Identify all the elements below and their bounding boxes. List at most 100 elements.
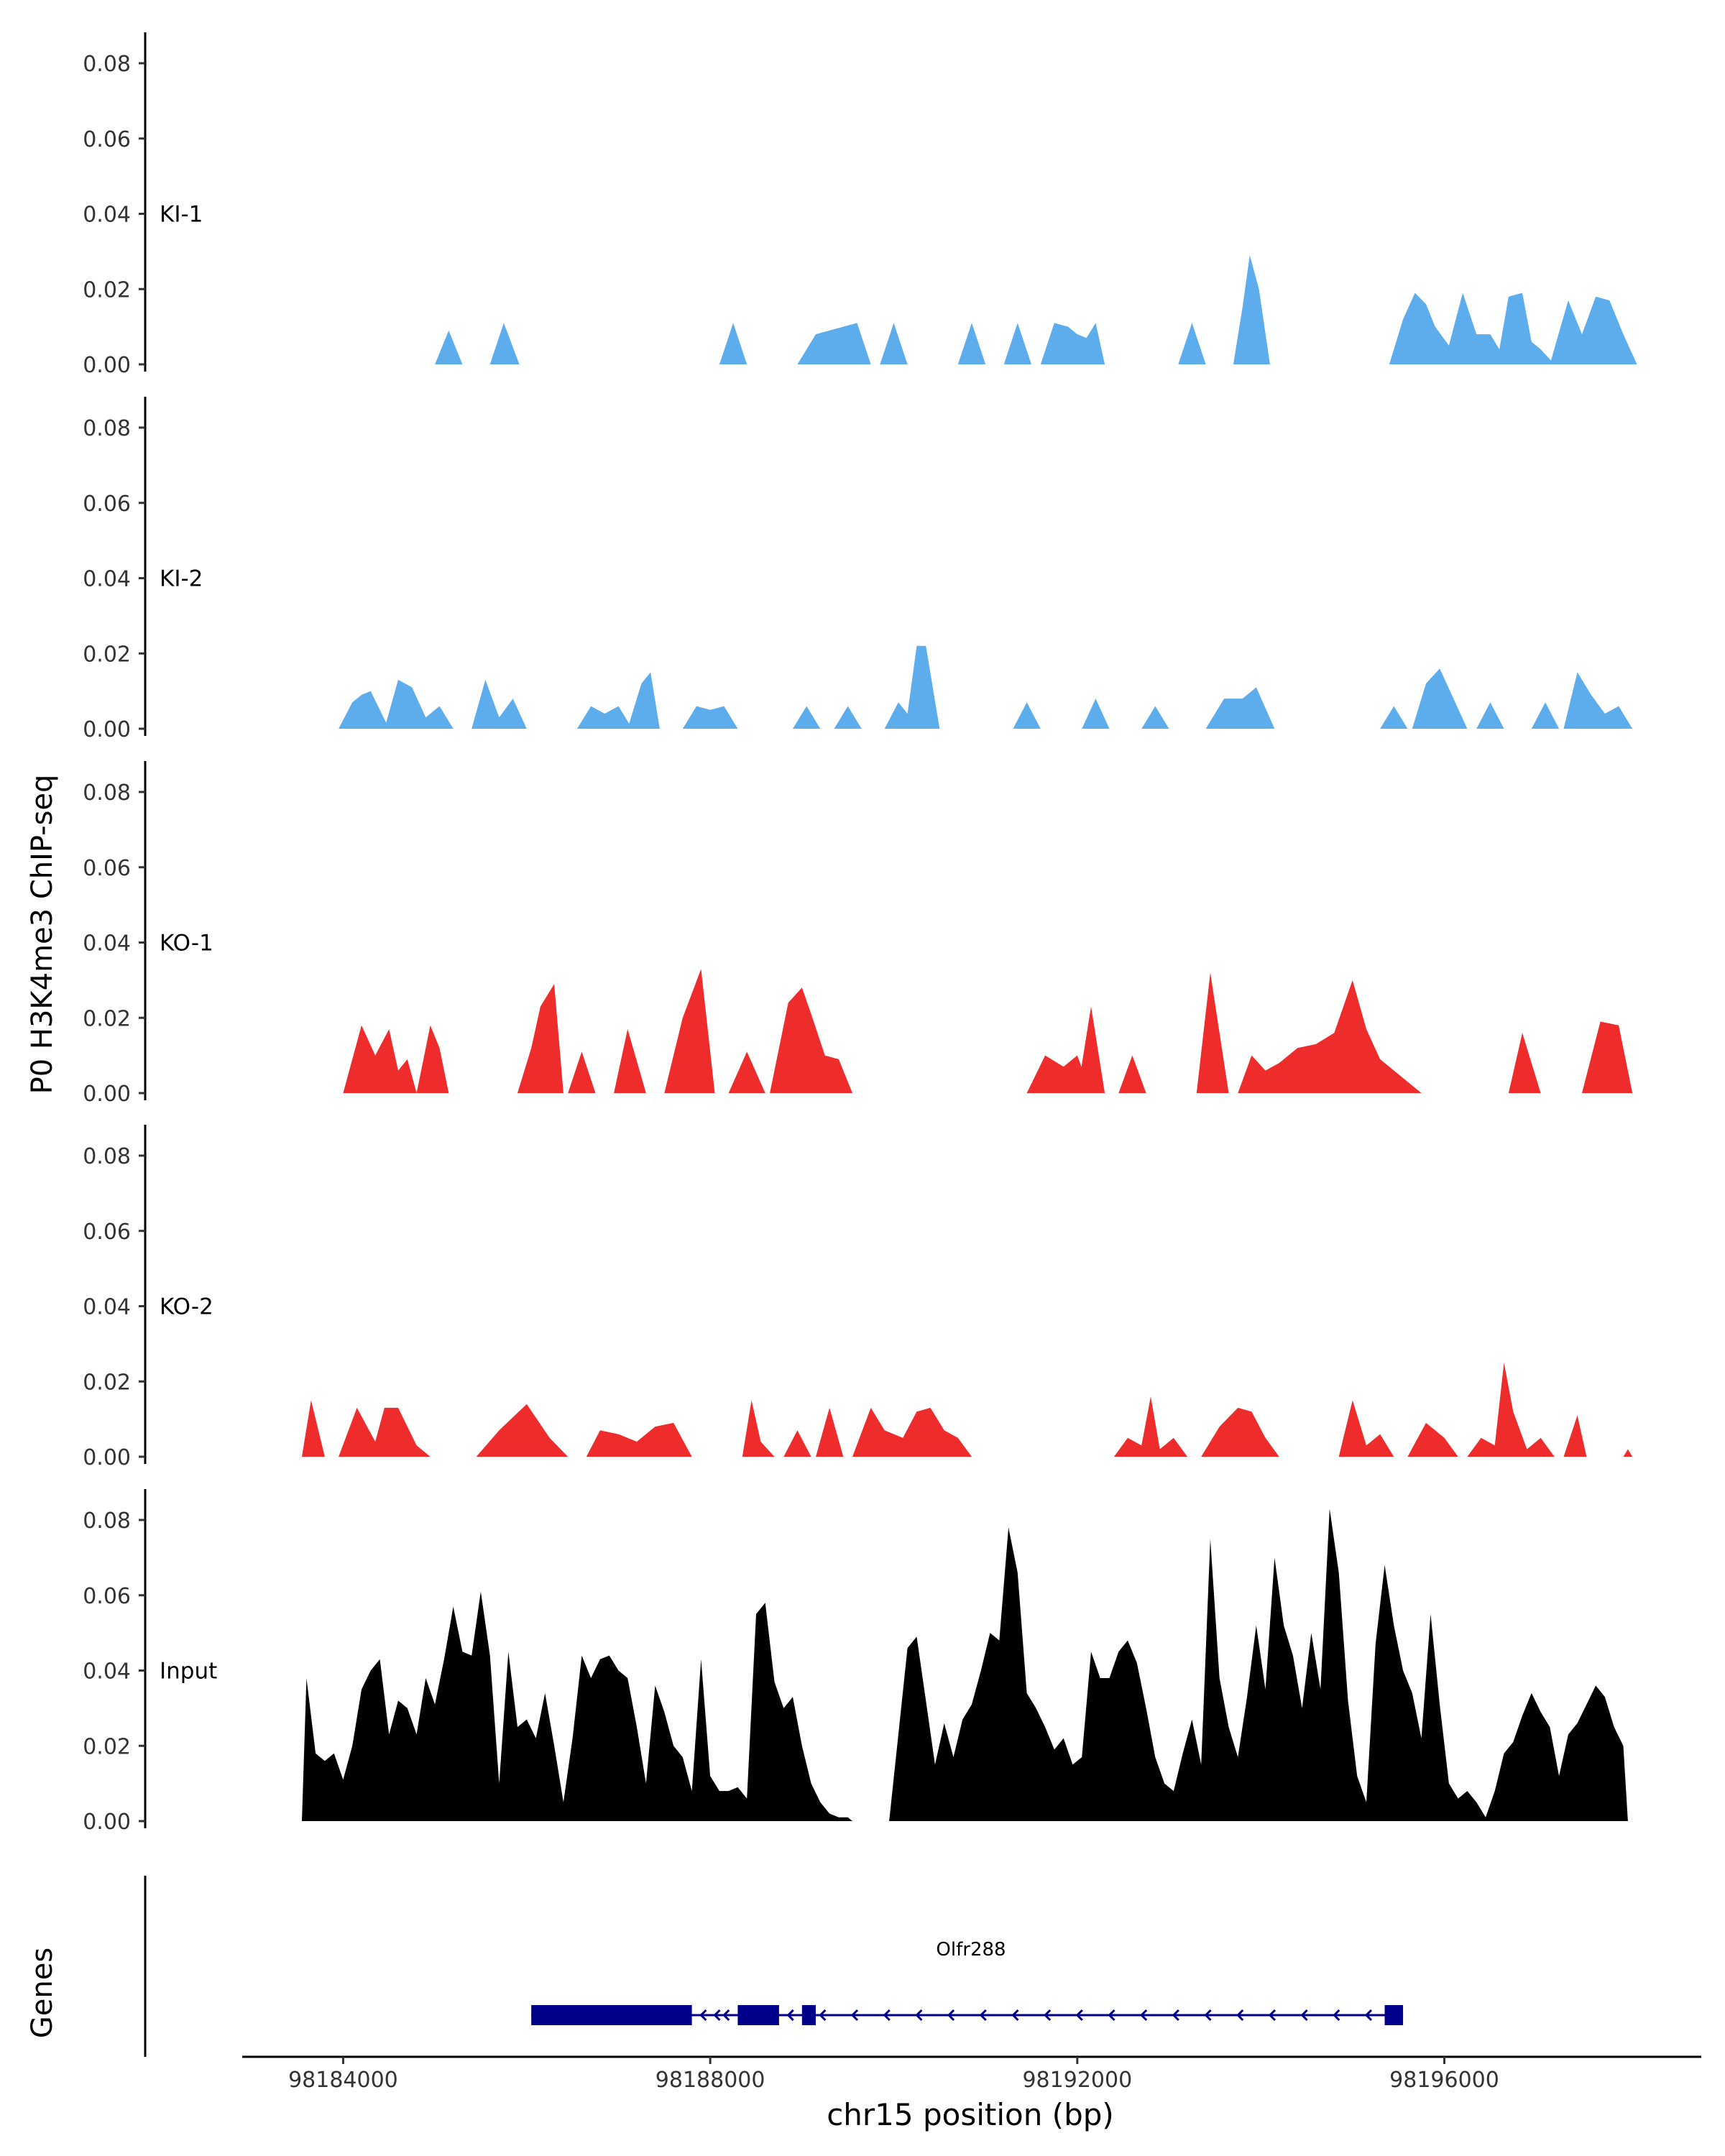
gene-exon (737, 2005, 779, 2025)
strand-arrow (1300, 2009, 1308, 2022)
signal-peak (1338, 1400, 1394, 1457)
signal-peak (1623, 1449, 1633, 1457)
y-tick-label: 0.04 (83, 203, 131, 228)
y-tick-label: 0.02 (83, 277, 131, 303)
signal-peak (1082, 699, 1110, 729)
signal-peak (770, 987, 852, 1093)
signal-peak (472, 679, 527, 729)
signal-peak (884, 645, 940, 729)
y-tick-label: 0.02 (83, 1370, 131, 1395)
signal-peak (1531, 702, 1560, 729)
genes-axis-title: Genes (26, 1948, 59, 2038)
signal-peak (489, 323, 520, 364)
strand-arrow (1333, 2009, 1340, 2022)
x-tick-label: 98196000 (1389, 2068, 1499, 2093)
signal-peak (1380, 706, 1408, 729)
signal-peak (1141, 706, 1169, 729)
gene-model (144, 1876, 1404, 2057)
signal-peak (384, 679, 454, 729)
signal-peak (416, 1025, 449, 1093)
track-ki-2: 0.00 0.02 0.04 0.06 0.08 KI-2 (83, 397, 1633, 742)
y-tick-label: 0.04 (83, 1659, 131, 1685)
y-tick-label: 0.02 (83, 642, 131, 667)
signal-peak (339, 691, 390, 729)
strand-arrow (947, 2009, 955, 2022)
x-axis: 98184000 98188000 98192000 98196000 (242, 2055, 1701, 2093)
strand-arrow (722, 2009, 730, 2022)
signal-peak (1407, 1422, 1458, 1457)
signal-peak (302, 1400, 325, 1457)
signal-peak (816, 1407, 844, 1457)
signal-peak (889, 1508, 1628, 1821)
y-tick-label: 0.00 (83, 717, 131, 742)
y-axis-title: P0 H3K4me3 ChIP-seq (26, 775, 59, 1095)
signal-peak (682, 706, 738, 729)
y-tick-label: 0.08 (83, 416, 131, 441)
x-tick-label: 98188000 (656, 2068, 765, 2093)
track-ko-1: 0.00 0.02 0.04 0.06 0.08 KO-1 (83, 761, 1633, 1107)
track-input: 0.00 0.02 0.04 0.06 0.08 Input (83, 1489, 1628, 1835)
signal-peak (880, 323, 908, 364)
y-tick-label: 0.00 (83, 353, 131, 378)
signal-peak (783, 1430, 811, 1457)
signal-peak (343, 1025, 417, 1093)
track-label: KI-2 (160, 566, 203, 592)
signal-peak (1389, 292, 1555, 364)
signal-peak (1205, 687, 1275, 729)
signal-peak (518, 984, 564, 1093)
signal-peak (834, 706, 862, 729)
y-tick-label: 0.06 (83, 1220, 131, 1245)
signal-peak (1233, 255, 1270, 364)
strand-arrow (699, 2009, 707, 2022)
strand-arrow (713, 2009, 721, 2022)
signal-peak (1013, 702, 1041, 729)
track-label: KO-2 (160, 1294, 213, 1320)
track-label: KI-1 (160, 202, 203, 228)
strand-arrow (883, 2009, 891, 2022)
signal-peak (586, 1422, 692, 1457)
gene-label: Olfr288 (936, 1939, 1006, 1961)
track-label: Input (160, 1659, 217, 1685)
signal-peak (1040, 323, 1105, 364)
strand-arrow (1011, 2009, 1019, 2022)
signal-peak (957, 323, 986, 364)
signal-peak (1077, 1006, 1105, 1093)
signal-peak (476, 1404, 569, 1457)
signal-peak (1238, 980, 1422, 1093)
y-tick-label: 0.02 (83, 1734, 131, 1759)
signal-peak (1467, 1363, 1555, 1457)
signal-peak (719, 323, 748, 364)
signal-peak (793, 706, 821, 729)
signal-peak (577, 706, 632, 729)
strand-arrow (786, 2009, 794, 2022)
y-tick-label: 0.04 (83, 567, 131, 592)
x-tick-label: 98184000 (288, 2068, 398, 2093)
signal-peak (627, 672, 660, 729)
strand-arrow (1204, 2009, 1212, 2022)
y-tick-label: 0.06 (83, 492, 131, 517)
signal-peak (614, 1029, 646, 1093)
signal-peak (1412, 668, 1468, 729)
y-tick-label: 0.08 (83, 780, 131, 806)
x-axis-title: chr15 position (bp) (827, 2097, 1114, 2132)
gene-exon (801, 2005, 816, 2025)
signal-peak (852, 1407, 972, 1457)
signal-peak (1196, 972, 1229, 1093)
y-tick-label: 0.06 (83, 127, 131, 152)
y-tick-label: 0.04 (83, 931, 131, 957)
signal-peak (1178, 323, 1206, 364)
signal-peak (1026, 1055, 1091, 1093)
signal-peak (435, 330, 463, 364)
signal-peak (664, 969, 715, 1093)
signal-peak (302, 1591, 852, 1821)
strand-arrow (1236, 2009, 1244, 2022)
strand-arrow (979, 2009, 987, 2022)
signal-peak (1118, 1055, 1146, 1093)
signal-peak (1003, 323, 1031, 364)
y-tick-label: 0.00 (83, 1445, 131, 1470)
signal-peak (1550, 296, 1637, 364)
y-tick-label: 0.06 (83, 856, 131, 881)
signal-peak (742, 1400, 775, 1457)
signal-peak (568, 1051, 596, 1093)
y-tick-label: 0.08 (83, 1508, 131, 1534)
